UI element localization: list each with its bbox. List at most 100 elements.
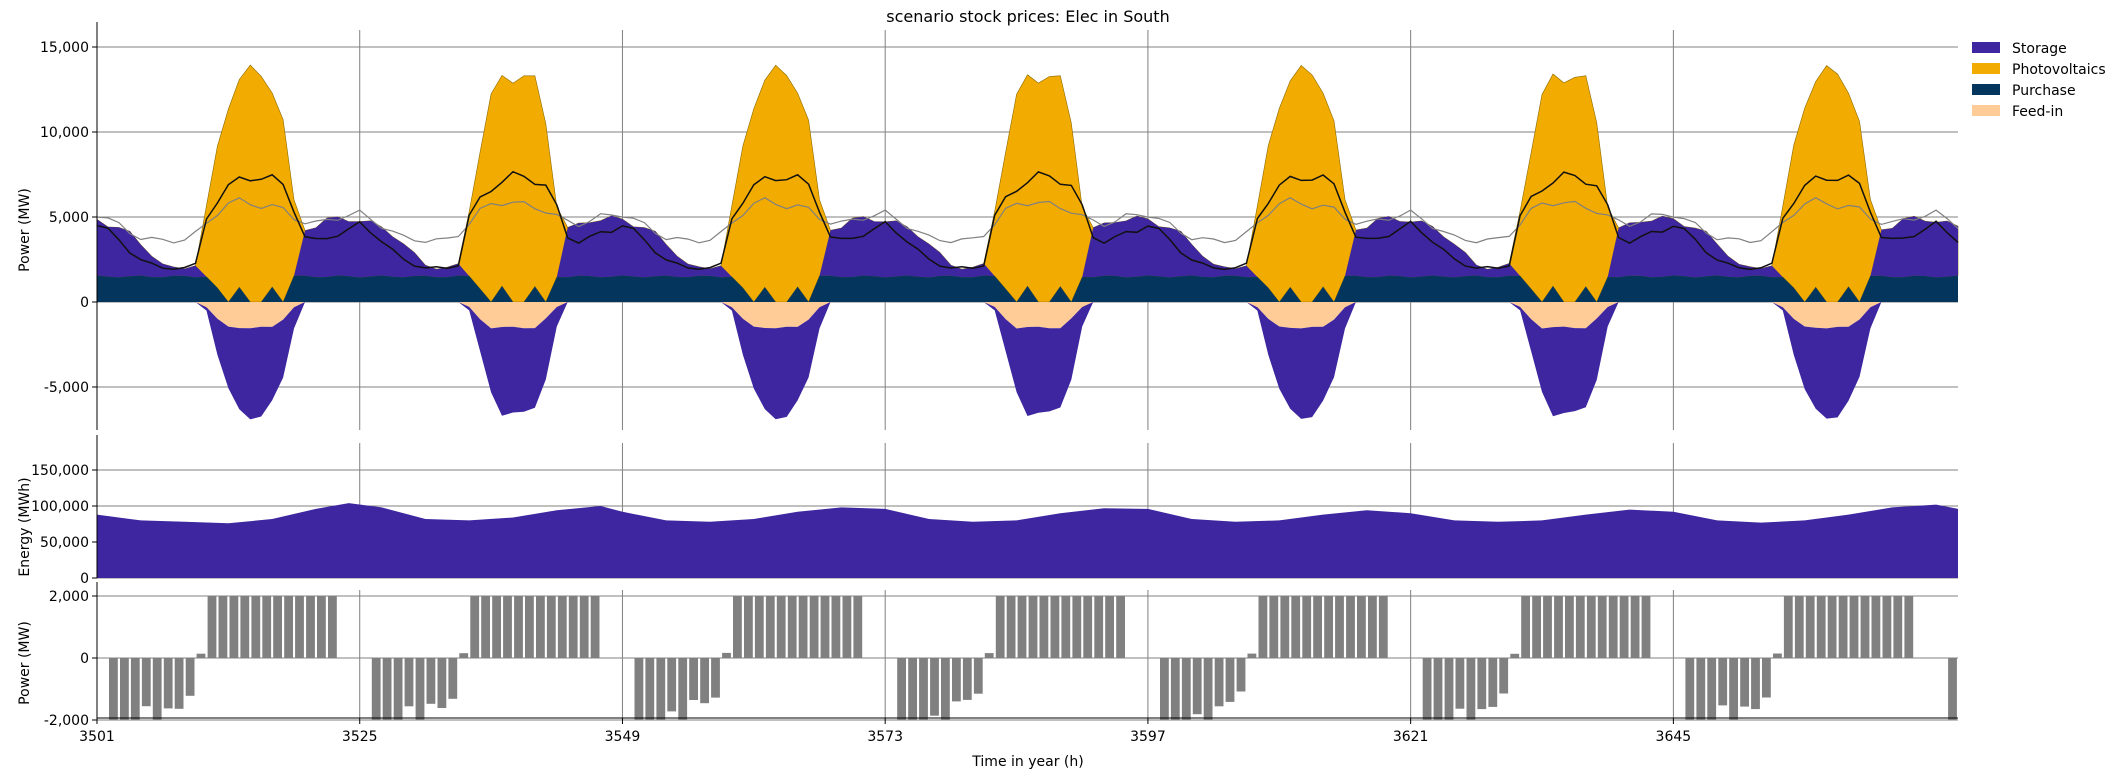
- storage-power-bar: [415, 658, 425, 720]
- storage-power-bar: [590, 596, 600, 658]
- chart-title: scenario stock prices: Elec in South: [886, 7, 1169, 26]
- storage-power-bar: [1773, 653, 1782, 658]
- storage-power-bar: [1324, 596, 1333, 658]
- storage-power-bar: [754, 596, 764, 658]
- storage-power-bar: [1543, 596, 1552, 658]
- storage-power-bar: [459, 653, 469, 658]
- storage-power-bar: [251, 596, 261, 658]
- storage-power-bar: [1455, 658, 1465, 709]
- storage-power-y-axis-label: Power (MW): [17, 621, 33, 705]
- storage-power-bar: [448, 658, 458, 699]
- storage-power-bar: [842, 596, 852, 658]
- storage-power-bar: [152, 658, 162, 720]
- y-tick-label: -2,000: [44, 713, 89, 729]
- storage-power-bar: [503, 596, 512, 658]
- storage-power-panel: -2,000 0 2,000 3501 3525 3549 3573 3597 3621 3645: [44, 582, 1958, 745]
- storage-power-bar: [1203, 658, 1213, 720]
- storage-power-bar: [437, 658, 447, 708]
- y-tick-label: -5,000: [44, 380, 89, 396]
- storage-power-bar: [820, 596, 830, 658]
- storage-power-bar: [1192, 658, 1202, 715]
- power-y-axis-label: Power (MW): [17, 188, 33, 272]
- storage-power-bar: [776, 596, 786, 658]
- storage-power-bar: [1368, 596, 1377, 658]
- storage-power-bar: [1039, 596, 1049, 658]
- storage-energy-panel: 0 50,000 100,000 150,000: [31, 435, 1958, 587]
- storage-power-bar: [1849, 596, 1859, 658]
- storage-power-bar: [930, 658, 939, 716]
- chart-legend: Storage Photovoltaics Purchase Feed-in: [1972, 41, 2106, 120]
- storage-power-bar: [798, 596, 808, 658]
- storage-power-bar: [645, 658, 655, 720]
- storage-power-bar: [1860, 596, 1870, 658]
- storage-power-bar: [1170, 658, 1180, 720]
- storage-power-bar: [1871, 596, 1881, 658]
- storage-power-bar: [1597, 596, 1607, 658]
- storage-power-bar: [1565, 596, 1574, 658]
- legend-swatch: [1972, 63, 2000, 74]
- storage-power-bar: [1466, 658, 1476, 720]
- storage-power-bar: [1258, 596, 1268, 658]
- y-tick-label: 5,000: [49, 210, 89, 226]
- storage-power-bar: [557, 596, 567, 658]
- storage-power-bar: [1061, 596, 1071, 658]
- power-balance-panel: -5,000 0 5,000 10,000 15,000: [40, 22, 1959, 430]
- legend-label: Storage: [2012, 41, 2067, 57]
- storage-power-bar: [1378, 596, 1388, 658]
- storage-power-bar: [1017, 596, 1027, 658]
- storage-power-bar: [1072, 596, 1082, 658]
- reference-demand-line: [96, 197, 1959, 244]
- storage-power-bar: [393, 658, 403, 720]
- storage-power-bar: [1794, 596, 1804, 658]
- storage-power-bar: [1805, 596, 1815, 658]
- storage-power-bar: [1816, 596, 1826, 658]
- storage-power-bar: [700, 658, 709, 704]
- storage-power-bar: [1094, 596, 1104, 658]
- feed-in-area: [97, 302, 1958, 329]
- y-tick-label: 10,000: [40, 125, 89, 141]
- storage-power-bar: [1247, 653, 1257, 658]
- legend-label: Purchase: [2012, 83, 2076, 99]
- y-tick-label: 2,000: [49, 589, 89, 605]
- storage-power-bar: [470, 596, 480, 658]
- storage-power-bar: [908, 658, 917, 720]
- x-tick-label: 3597: [1130, 729, 1166, 745]
- storage-power-bar: [1433, 658, 1443, 720]
- storage-power-bar: [1729, 658, 1738, 720]
- storage-energy-area: [97, 503, 1958, 578]
- storage-power-bar: [634, 658, 644, 720]
- storage-power-bar: [1357, 596, 1366, 658]
- storage-power-bar: [1160, 658, 1169, 720]
- legend-swatch: [1972, 42, 2000, 53]
- storage-power-bar: [656, 658, 666, 720]
- purchase-area: [97, 275, 1958, 302]
- storage-power-bar: [229, 596, 239, 658]
- storage-power-bar: [1685, 658, 1695, 720]
- storage-power-bar: [1335, 596, 1344, 658]
- storage-charge-area: [97, 302, 1958, 420]
- x-tick-label: 3645: [1656, 729, 1692, 745]
- storage-power-bar: [1269, 596, 1279, 658]
- storage-power-bar: [1882, 596, 1892, 658]
- storage-power-bar: [109, 658, 118, 720]
- storage-power-bar: [765, 596, 775, 658]
- energy-y-axis-label: Energy (MWh): [17, 477, 33, 576]
- legend-label: Feed-in: [2012, 104, 2063, 120]
- storage-power-bar: [995, 596, 1005, 658]
- storage-power-bar: [1236, 658, 1246, 692]
- storage-power-bar: [1488, 658, 1498, 707]
- storage-power-bar: [809, 596, 819, 658]
- storage-power-bar: [1641, 596, 1651, 658]
- storage-power-bar: [568, 596, 578, 658]
- storage-power-bar: [1477, 658, 1487, 710]
- storage-power-bar: [711, 658, 720, 698]
- x-tick-label: 3549: [605, 729, 641, 745]
- storage-power-bar: [787, 596, 797, 658]
- storage-power-bar: [1280, 596, 1290, 658]
- storage-power-bar: [1313, 596, 1322, 658]
- x-tick-label: 3573: [867, 729, 903, 745]
- storage-power-bar: [514, 596, 523, 658]
- storage-power-bar: [941, 658, 950, 720]
- storage-power-bar: [1783, 596, 1793, 658]
